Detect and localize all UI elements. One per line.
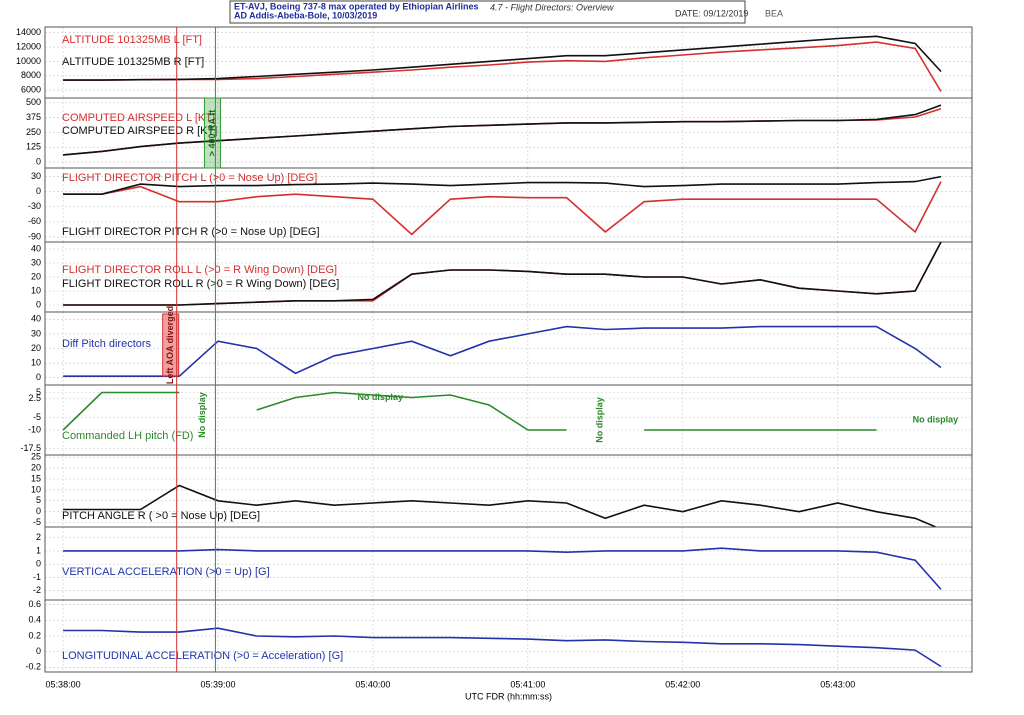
y-tick-label: 0.4: [28, 615, 41, 625]
series-label: FLIGHT DIRECTOR ROLL R (>0 = R Wing Down…: [62, 278, 339, 290]
header-line2: AD Addis-Abeba-Bole, 10/03/2019: [234, 10, 377, 20]
y-tick-label: 20: [31, 462, 41, 472]
annotation: No display: [357, 392, 403, 402]
series-line: [63, 484, 938, 527]
y-tick-label: -0.2: [25, 662, 41, 672]
series-label: ALTITUDE 101325MB L [FT]: [62, 34, 202, 46]
x-tick-label: 05:38:00: [46, 679, 81, 689]
series-label: FLIGHT DIRECTOR PITCH R (>0 = Nose Up) […: [62, 226, 320, 238]
y-tick-label: 0: [36, 372, 41, 382]
series-line: [63, 242, 942, 306]
y-tick-label: 250: [26, 127, 41, 137]
panel-frame: [44, 599, 973, 673]
series-line: [63, 627, 942, 668]
y-tick-label: 10: [31, 357, 41, 367]
y-tick-label: 12000: [16, 41, 41, 51]
x-tick-label: 05:39:00: [200, 679, 235, 689]
x-axis-title: UTC FDR (hh:mm:ss): [465, 691, 552, 701]
series-label: FLIGHT DIRECTOR PITCH L (>0 = Nose Up) […: [62, 172, 317, 184]
series-line: [62, 391, 877, 431]
y-tick-label: 2: [36, 532, 41, 542]
y-tick-label: -1: [33, 572, 41, 582]
x-tick-label: 05:42:00: [665, 679, 700, 689]
y-tick-label: 0: [36, 559, 41, 569]
event-label-box: [203, 97, 221, 169]
y-tick-label: 15: [31, 473, 41, 483]
series-label: Commanded LH pitch (FD): [62, 430, 193, 442]
series-line: [63, 104, 942, 156]
x-tick-label: 05:40:00: [355, 679, 390, 689]
y-tick-label: -10: [28, 424, 41, 434]
panel-frame: [44, 311, 973, 386]
y-tick-label: 1: [36, 545, 41, 555]
panel-frame: [44, 526, 973, 601]
y-tick-label: 30: [31, 171, 41, 181]
series-label: FLIGHT DIRECTOR ROLL L (>0 = R Wing Down…: [62, 264, 337, 276]
series-label: Diff Pitch directors: [62, 338, 152, 350]
header-date: DATE: 09/12/2019: [675, 8, 748, 18]
y-tick-label: 0.6: [28, 599, 41, 609]
event-label: Left AOA diverged: [165, 306, 175, 384]
y-tick-label: 20: [31, 271, 41, 281]
y-tick-label: -17.5: [20, 443, 41, 453]
y-tick-label: 500: [26, 97, 41, 107]
y-tick-label: 8000: [21, 70, 41, 80]
header-box: [229, 0, 746, 24]
y-tick-label: -60: [28, 216, 41, 226]
series-line: [63, 325, 942, 377]
y-tick-label: 25: [31, 452, 41, 462]
annotation: No display: [913, 414, 959, 424]
header-line1: ET-AVJ, Boeing 737-8 max operated by Eth…: [234, 1, 479, 11]
series-label: COMPUTED AIRSPEED L [KT]: [62, 112, 215, 124]
y-tick-label: 20: [31, 343, 41, 353]
x-tick-label: 05:43:00: [820, 679, 855, 689]
y-tick-label: -5: [33, 412, 41, 422]
series-line: [63, 181, 942, 236]
series-label: PITCH ANGLE R ( >0 = Nose Up) [DEG]: [62, 510, 260, 522]
series-line: [63, 547, 942, 590]
y-tick-label: 0: [36, 186, 41, 196]
y-tick-label: 10: [31, 285, 41, 295]
y-tick-label: 0: [36, 646, 41, 656]
y-tick-label: 40: [31, 314, 41, 324]
y-tick-label: 30: [31, 257, 41, 267]
y-tick-label: 6000: [21, 84, 41, 94]
y-tick-label: 0: [36, 506, 41, 516]
annotation: No display: [595, 397, 605, 443]
series-line: [63, 35, 942, 81]
event-label-box: [162, 313, 180, 377]
y-tick-label: 5: [36, 387, 41, 397]
y-tick-label: -30: [28, 201, 41, 211]
y-tick-label: 10000: [16, 56, 41, 66]
y-tick-label: 30: [31, 328, 41, 338]
y-tick-label: 14000: [16, 27, 41, 37]
series-label: VERTICAL ACCELERATION (>0 = Up) [G]: [62, 566, 270, 578]
y-tick-label: 0.2: [28, 630, 41, 640]
y-tick-label: -2: [33, 585, 41, 595]
y-tick-label: 375: [26, 112, 41, 122]
header-section: 4.7 - Flight Directors: Overview: [490, 2, 614, 12]
series-line: [63, 175, 942, 195]
y-tick-label: 2.5: [28, 393, 41, 403]
y-tick-label: 125: [26, 142, 41, 152]
annotation: No display: [197, 392, 207, 438]
event-label: > 400 RA ft: [207, 110, 217, 156]
y-tick-label: -5: [33, 517, 41, 527]
panel-frame: [44, 384, 973, 456]
series-label: LONGITUDINAL ACCELERATION (>0 = Accelera…: [62, 650, 343, 662]
y-tick-label: 40: [31, 243, 41, 253]
y-tick-label: 10: [31, 484, 41, 494]
y-tick-label: 0: [36, 299, 41, 309]
y-tick-label: -90: [28, 231, 41, 241]
logo: BEA: [765, 8, 783, 18]
series-label: COMPUTED AIRSPEED R [KT]: [62, 125, 217, 137]
x-tick-label: 05:41:00: [510, 679, 545, 689]
series-label: ALTITUDE 101325MB R [FT]: [62, 56, 204, 68]
y-tick-label: 0: [36, 156, 41, 166]
y-tick-label: 5: [36, 495, 41, 505]
